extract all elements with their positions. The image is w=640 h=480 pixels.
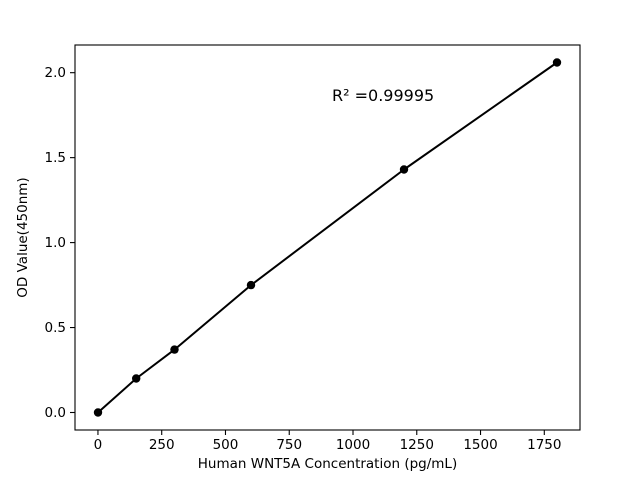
y-tick-label: 0.0 (45, 405, 66, 421)
data-point (246, 280, 256, 290)
x-tick-label: 750 (276, 437, 302, 453)
data-point (552, 58, 562, 67)
y-tick-label: 0.5 (45, 320, 66, 336)
data-point (132, 374, 141, 383)
r-squared-annotation: R² =0.99995 (332, 86, 434, 105)
x-tick-label: 1000 (336, 437, 370, 453)
x-tick-label: 1500 (463, 437, 497, 453)
y-tick-label: 2.0 (45, 65, 66, 81)
x-tick-label: 1750 (527, 437, 561, 453)
data-series (93, 58, 562, 417)
y-tick-label: 1.5 (45, 150, 66, 166)
x-tick-label: 500 (213, 437, 239, 453)
x-axis-label: Human WNT5A Concentration (pg/mL) (198, 456, 457, 472)
data-point (170, 345, 179, 354)
x-tick-label: 0 (94, 437, 103, 453)
y-tick-label: 1.0 (45, 235, 66, 251)
fit-line (97, 61, 558, 414)
axis-ticks: 0 250 500 750 1000 1250 1500 1750 0.0 0.5 1.0 1.5 2.… (45, 65, 562, 453)
x-tick-label: 1250 (400, 437, 434, 453)
x-tick-label: 250 (149, 437, 175, 453)
plot-frame (74, 44, 581, 431)
data-point (93, 408, 103, 417)
y-axis-label: OD Value(450nm) (15, 177, 31, 297)
data-point (399, 165, 409, 174)
